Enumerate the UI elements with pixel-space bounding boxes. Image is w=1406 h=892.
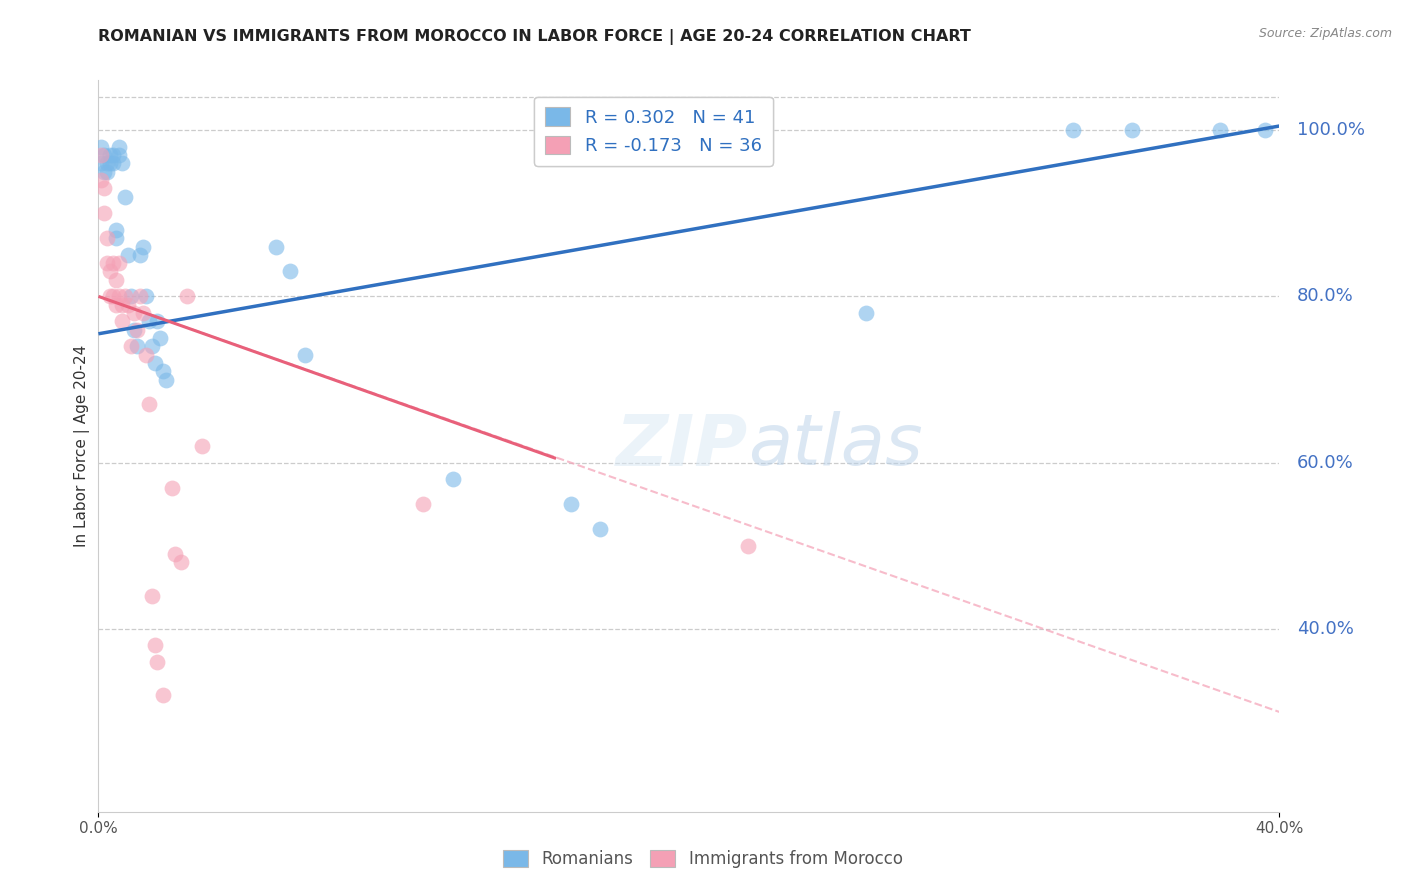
Point bbox=[105, 298, 128, 312]
Text: Source: ZipAtlas.com: Source: ZipAtlas.com bbox=[1258, 27, 1392, 40]
Point bbox=[108, 140, 131, 154]
Point bbox=[125, 339, 148, 353]
Point bbox=[93, 165, 115, 179]
Point bbox=[162, 481, 183, 495]
Point bbox=[560, 497, 582, 511]
Y-axis label: In Labor Force | Age 20-24: In Labor Force | Age 20-24 bbox=[75, 345, 90, 547]
Text: ROMANIAN VS IMMIGRANTS FROM MOROCCO IN LABOR FORCE | AGE 20-24 CORRELATION CHART: ROMANIAN VS IMMIGRANTS FROM MOROCCO IN L… bbox=[98, 29, 972, 45]
Point bbox=[117, 298, 139, 312]
Point bbox=[96, 231, 118, 245]
Point bbox=[135, 289, 157, 303]
Point bbox=[122, 323, 145, 337]
Point bbox=[114, 189, 136, 203]
Point bbox=[90, 156, 112, 170]
Point bbox=[294, 348, 316, 362]
Text: 80.0%: 80.0% bbox=[1298, 287, 1354, 305]
Point bbox=[98, 156, 121, 170]
Point bbox=[589, 522, 612, 536]
Point bbox=[103, 148, 125, 162]
Point bbox=[141, 589, 163, 603]
Point bbox=[141, 339, 163, 353]
Point bbox=[105, 231, 128, 245]
Text: atlas: atlas bbox=[748, 411, 922, 481]
Point bbox=[93, 206, 115, 220]
Point bbox=[93, 148, 115, 162]
Point bbox=[103, 156, 125, 170]
Point bbox=[105, 223, 128, 237]
Point bbox=[128, 248, 150, 262]
Point bbox=[125, 323, 148, 337]
Text: 40.0%: 40.0% bbox=[1298, 620, 1354, 638]
Point bbox=[737, 539, 759, 553]
Point bbox=[108, 256, 131, 270]
Point bbox=[165, 547, 187, 561]
Point bbox=[98, 264, 121, 278]
Point bbox=[152, 689, 174, 703]
Point bbox=[120, 339, 142, 353]
Point bbox=[264, 239, 287, 253]
Point bbox=[1254, 123, 1277, 137]
Point bbox=[412, 497, 434, 511]
Point bbox=[135, 348, 157, 362]
Point bbox=[176, 289, 198, 303]
Point bbox=[149, 331, 172, 345]
Point bbox=[120, 289, 142, 303]
Point bbox=[90, 140, 112, 154]
Legend: R = 0.302   N = 41, R = -0.173   N = 36: R = 0.302 N = 41, R = -0.173 N = 36 bbox=[534, 96, 773, 166]
Point bbox=[108, 289, 131, 303]
Point bbox=[114, 289, 136, 303]
Point bbox=[1062, 123, 1084, 137]
Point bbox=[132, 306, 155, 320]
Point bbox=[143, 356, 166, 370]
Point bbox=[98, 289, 121, 303]
Point bbox=[96, 156, 118, 170]
Point bbox=[146, 655, 169, 669]
Point bbox=[105, 273, 128, 287]
Text: 100.0%: 100.0% bbox=[1298, 121, 1365, 139]
Point bbox=[138, 314, 160, 328]
Point bbox=[128, 289, 150, 303]
Point bbox=[111, 314, 134, 328]
Point bbox=[138, 397, 160, 411]
Point bbox=[108, 148, 131, 162]
Point bbox=[155, 372, 177, 386]
Point bbox=[103, 256, 125, 270]
Point bbox=[90, 173, 112, 187]
Point bbox=[1209, 123, 1232, 137]
Point bbox=[103, 289, 125, 303]
Text: ZIP: ZIP bbox=[616, 411, 748, 481]
Point bbox=[117, 248, 139, 262]
Point bbox=[111, 156, 134, 170]
Point bbox=[132, 239, 155, 253]
Point bbox=[96, 256, 118, 270]
Point bbox=[96, 165, 118, 179]
Point bbox=[441, 472, 464, 486]
Point bbox=[90, 148, 112, 162]
Point bbox=[93, 181, 115, 195]
Point bbox=[122, 306, 145, 320]
Point bbox=[855, 306, 877, 320]
Text: 60.0%: 60.0% bbox=[1298, 454, 1354, 472]
Legend: Romanians, Immigrants from Morocco: Romanians, Immigrants from Morocco bbox=[496, 843, 910, 875]
Point bbox=[146, 314, 169, 328]
Point bbox=[278, 264, 302, 278]
Point bbox=[143, 639, 166, 653]
Point bbox=[170, 555, 193, 569]
Point bbox=[152, 364, 174, 378]
Point bbox=[111, 298, 134, 312]
Point bbox=[98, 148, 121, 162]
Point bbox=[191, 439, 214, 453]
Point bbox=[1121, 123, 1143, 137]
